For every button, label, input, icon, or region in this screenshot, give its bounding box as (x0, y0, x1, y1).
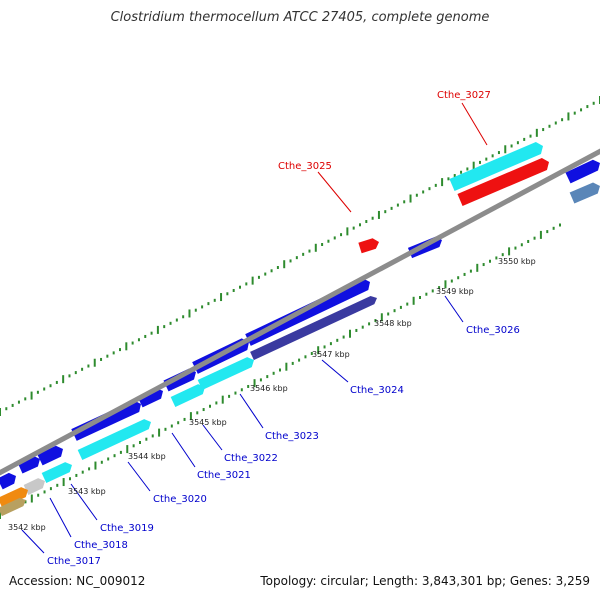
gene-cthe-3027-red (457, 157, 549, 206)
label-leaders (21, 102, 488, 554)
gene-right-steel (569, 182, 600, 204)
leader-line (444, 295, 464, 323)
gene-label[interactable]: Cthe_3027 (437, 90, 491, 101)
gene-cthe-3019-blue (37, 445, 63, 466)
gene-label[interactable]: Cthe_3026 (466, 325, 520, 336)
scale-label: 3547 kbp (312, 350, 350, 359)
scale-label: 3542 kbp (8, 523, 46, 532)
gene-cthe-3021 (137, 387, 163, 408)
gene-cthe-3018 (23, 478, 45, 495)
leader-line (461, 102, 488, 146)
scale-labels: 3542 kbp 3543 kbp 3544 kbp 3545 kbp 3546 kbp… (8, 257, 536, 532)
gene-label[interactable]: Cthe_3020 (153, 494, 207, 505)
inner-tick-track (0, 223, 561, 519)
leader-line (321, 359, 349, 383)
gene-cthe-3020-blue (71, 400, 141, 441)
gene-left-blue (0, 472, 16, 490)
gene-label[interactable]: Cthe_3025 (278, 161, 332, 172)
leader-line (21, 529, 45, 554)
scale-label: 3548 kbp (374, 319, 412, 328)
leader-line (49, 497, 72, 538)
gene-cthe-3022 (170, 384, 205, 407)
accession-text: Accession: NC_009012 (9, 574, 146, 588)
gene-cthe-3027 (449, 141, 543, 191)
gene-label[interactable]: Cthe_3022 (224, 453, 278, 464)
gene-cthe-3023 (197, 357, 254, 390)
scale-label: 3549 kbp (436, 287, 474, 296)
gene-cthe-3017 (0, 487, 28, 508)
scale-label: 3550 kbp (498, 257, 536, 266)
gene-cthe-3024-inner (250, 296, 377, 361)
topology-summary: Topology: circular; Length: 3,843,301 bp… (260, 574, 590, 588)
gene-cthe-3020 (77, 419, 151, 460)
genome-backbone (0, 148, 600, 476)
gene-cthe-3017-b (0, 498, 26, 517)
gene-label[interactable]: Cthe_3021 (197, 470, 251, 481)
map-title: Clostridium thermocellum ATCC 27405, com… (110, 10, 490, 25)
gene-cthe-3019 (41, 462, 72, 483)
leader-line (171, 432, 196, 468)
gene-cthe-3024 (245, 278, 370, 346)
gene-label[interactable]: Cthe_3017 (47, 556, 101, 567)
gene-right-blue (565, 159, 600, 184)
outer-tick-track (0, 96, 600, 416)
gene-labels: Cthe_3027 Cthe_3025 Cthe_3026 Cthe_3024 Cthe… (47, 90, 520, 567)
gene-label[interactable]: Cthe_3018 (74, 540, 128, 551)
leader-line (70, 483, 98, 521)
leader-line (239, 393, 264, 429)
gene-label[interactable]: Cthe_3024 (350, 385, 404, 396)
gene-cthe-3025 (358, 238, 379, 254)
gene-label[interactable]: Cthe_3019 (100, 523, 154, 534)
scale-label: 3546 kbp (250, 384, 288, 393)
scale-label: 3544 kbp (128, 452, 166, 461)
scale-label: 3543 kbp (68, 487, 106, 496)
gene-label[interactable]: Cthe_3023 (265, 431, 319, 442)
leader-line (202, 424, 223, 451)
leader-line (127, 461, 151, 492)
scale-label: 3545 kbp (189, 418, 227, 427)
leader-line (317, 171, 352, 213)
